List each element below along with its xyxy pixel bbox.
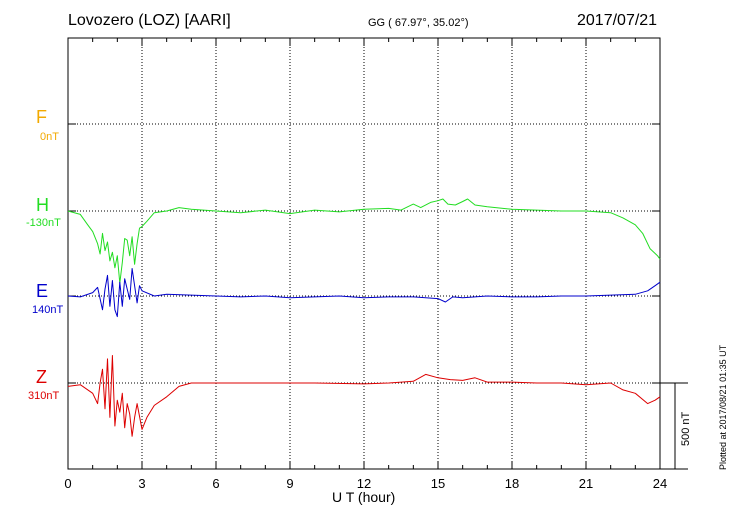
x-tick-label: 21 [579,476,593,491]
series-line-e [67,268,661,318]
label-f: F [36,107,47,127]
series-line-h [67,198,661,284]
x-tick-label: 12 [357,476,371,491]
station-title: Lovozero (LOZ) [AARI] [68,12,231,29]
x-axis: 0 3 6 9 12 15 18 21 24 [64,38,667,491]
x-tick-label: 15 [431,476,445,491]
baseline-f: 0nT [40,131,59,143]
series-line-z [67,355,661,437]
x-tick-label: 6 [212,476,219,491]
baseline-h: -130nT [26,217,61,229]
x-tick-label: 24 [653,476,667,491]
baseline-e: 140nT [32,304,64,316]
scale-bar-label: 500 nT [680,411,692,446]
label-e: E [36,281,49,301]
x-tick-label: 9 [286,476,293,491]
baseline-z: 310nT [28,390,60,402]
scale-bar [660,382,688,470]
x-tick-label: 0 [64,476,71,491]
x-tick-label: 18 [505,476,519,491]
label-z: Z [36,367,47,387]
grid [68,38,660,469]
x-tick-label: 3 [138,476,145,491]
x-axis-label: U T (hour) [332,489,396,505]
series-lines [67,198,661,437]
geographic-coords: GG ( 67.97°, 35.02°) [368,17,469,29]
label-h: H [36,195,49,215]
date-label: 2017/07/21 [577,12,658,29]
